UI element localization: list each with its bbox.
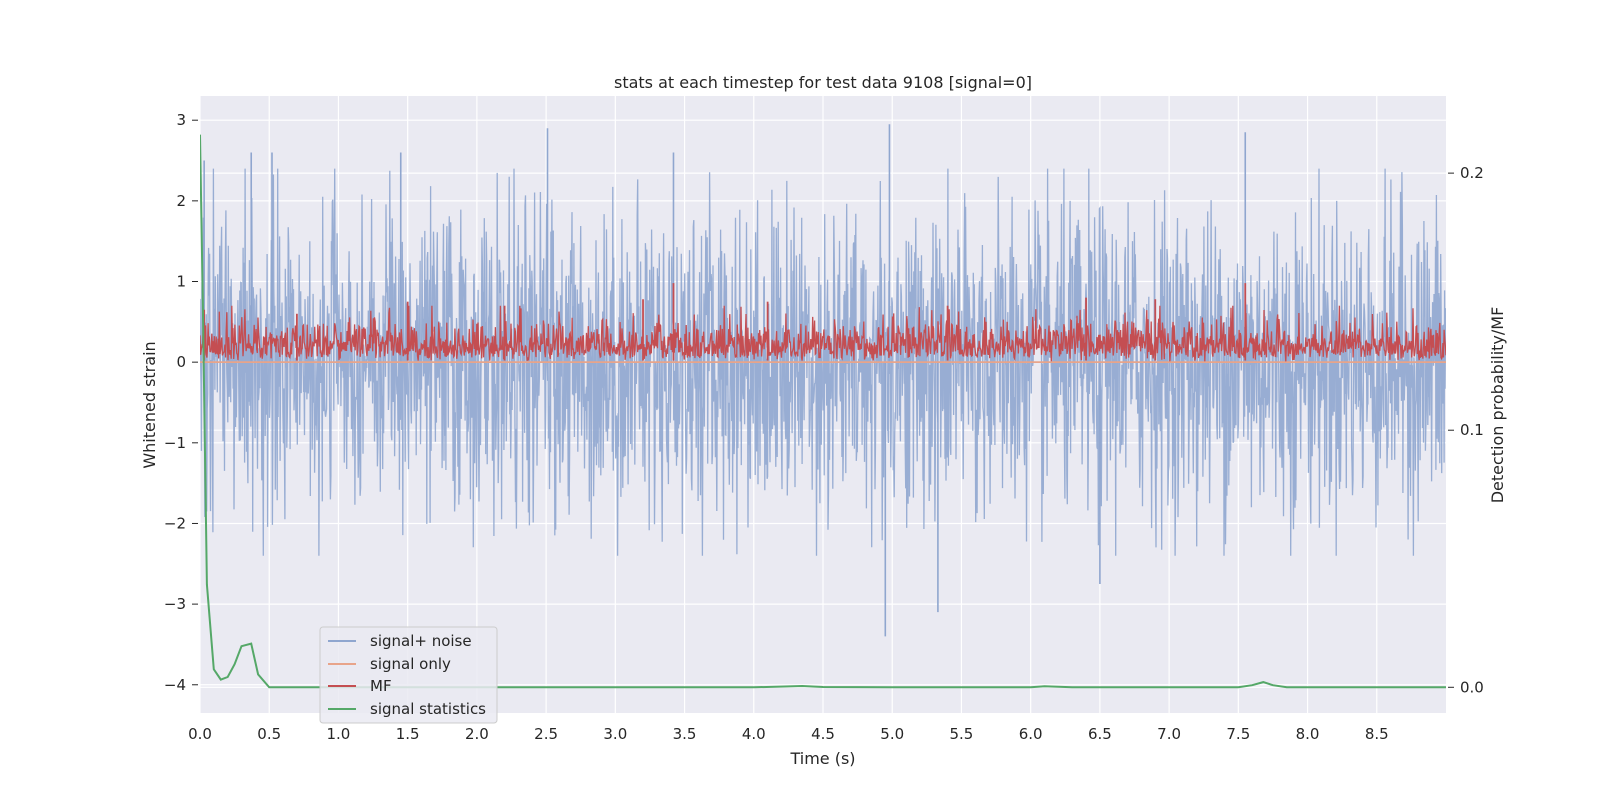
y2-tick-label: 0.2 xyxy=(1460,164,1484,182)
chart-title: stats at each timestep for test data 910… xyxy=(614,73,1032,92)
x-axis-label: Time (s) xyxy=(789,749,855,768)
x-tick-label: 6.5 xyxy=(1088,725,1112,743)
y-tick-label: 1 xyxy=(176,273,186,291)
x-tick-label: 8.5 xyxy=(1365,725,1389,743)
legend-label-mf: MF xyxy=(370,677,392,695)
x-tick-label: 0.0 xyxy=(188,725,212,743)
x-tick-label: 7.0 xyxy=(1157,725,1181,743)
x-tick-label: 6.0 xyxy=(1019,725,1043,743)
y-tick-label: −2 xyxy=(164,514,186,532)
y2-axis-label: Detection probability/MF xyxy=(1488,307,1507,504)
y-tick-label: −4 xyxy=(164,676,186,694)
y2-tick-label: 0.1 xyxy=(1460,421,1484,439)
y-tick-label: −3 xyxy=(164,595,186,613)
x-tick-label: 4.5 xyxy=(811,725,835,743)
x-tick-label: 2.0 xyxy=(465,725,489,743)
y2-tick-label: 0.0 xyxy=(1460,678,1484,696)
series-layer xyxy=(200,124,1446,689)
legend: signal+ noise signal only MF signal stat… xyxy=(319,626,498,724)
x-tick-label: 4.0 xyxy=(742,725,766,743)
x-tick-label: 7.5 xyxy=(1226,725,1250,743)
legend-label-signal-only: signal only xyxy=(370,655,451,673)
x-tick-label: 1.5 xyxy=(396,725,420,743)
y-tick-label: 0 xyxy=(176,353,186,371)
legend-box xyxy=(319,626,498,724)
x-tick-label: 3.5 xyxy=(673,725,697,743)
x-tick-label: 2.5 xyxy=(534,725,558,743)
x-tick-label: 8.0 xyxy=(1296,725,1320,743)
x-tick-label: 0.5 xyxy=(257,725,281,743)
legend-label-signal-noise: signal+ noise xyxy=(370,632,472,650)
x-tick-label: 3.0 xyxy=(603,725,627,743)
x-tick-label: 1.0 xyxy=(327,725,351,743)
y-axis-label: Whitened strain xyxy=(140,341,159,468)
x-tick-label: 5.5 xyxy=(950,725,974,743)
y-tick-label: 2 xyxy=(176,192,186,210)
signal-noise-line xyxy=(200,168,1446,556)
ticks-layer: 0.0 0.5 1.0 1.5 2.0 2.5 3.0 3.5 4.0 4.5 5.0 5.5 6.0 6… xyxy=(164,111,1484,743)
x-tick-label: 5.0 xyxy=(880,725,904,743)
y-tick-label: −1 xyxy=(164,434,186,452)
y-tick-label: 3 xyxy=(176,111,186,129)
legend-label-signal-statistics: signal statistics xyxy=(370,700,486,718)
signal-statistics-line xyxy=(200,134,1446,689)
